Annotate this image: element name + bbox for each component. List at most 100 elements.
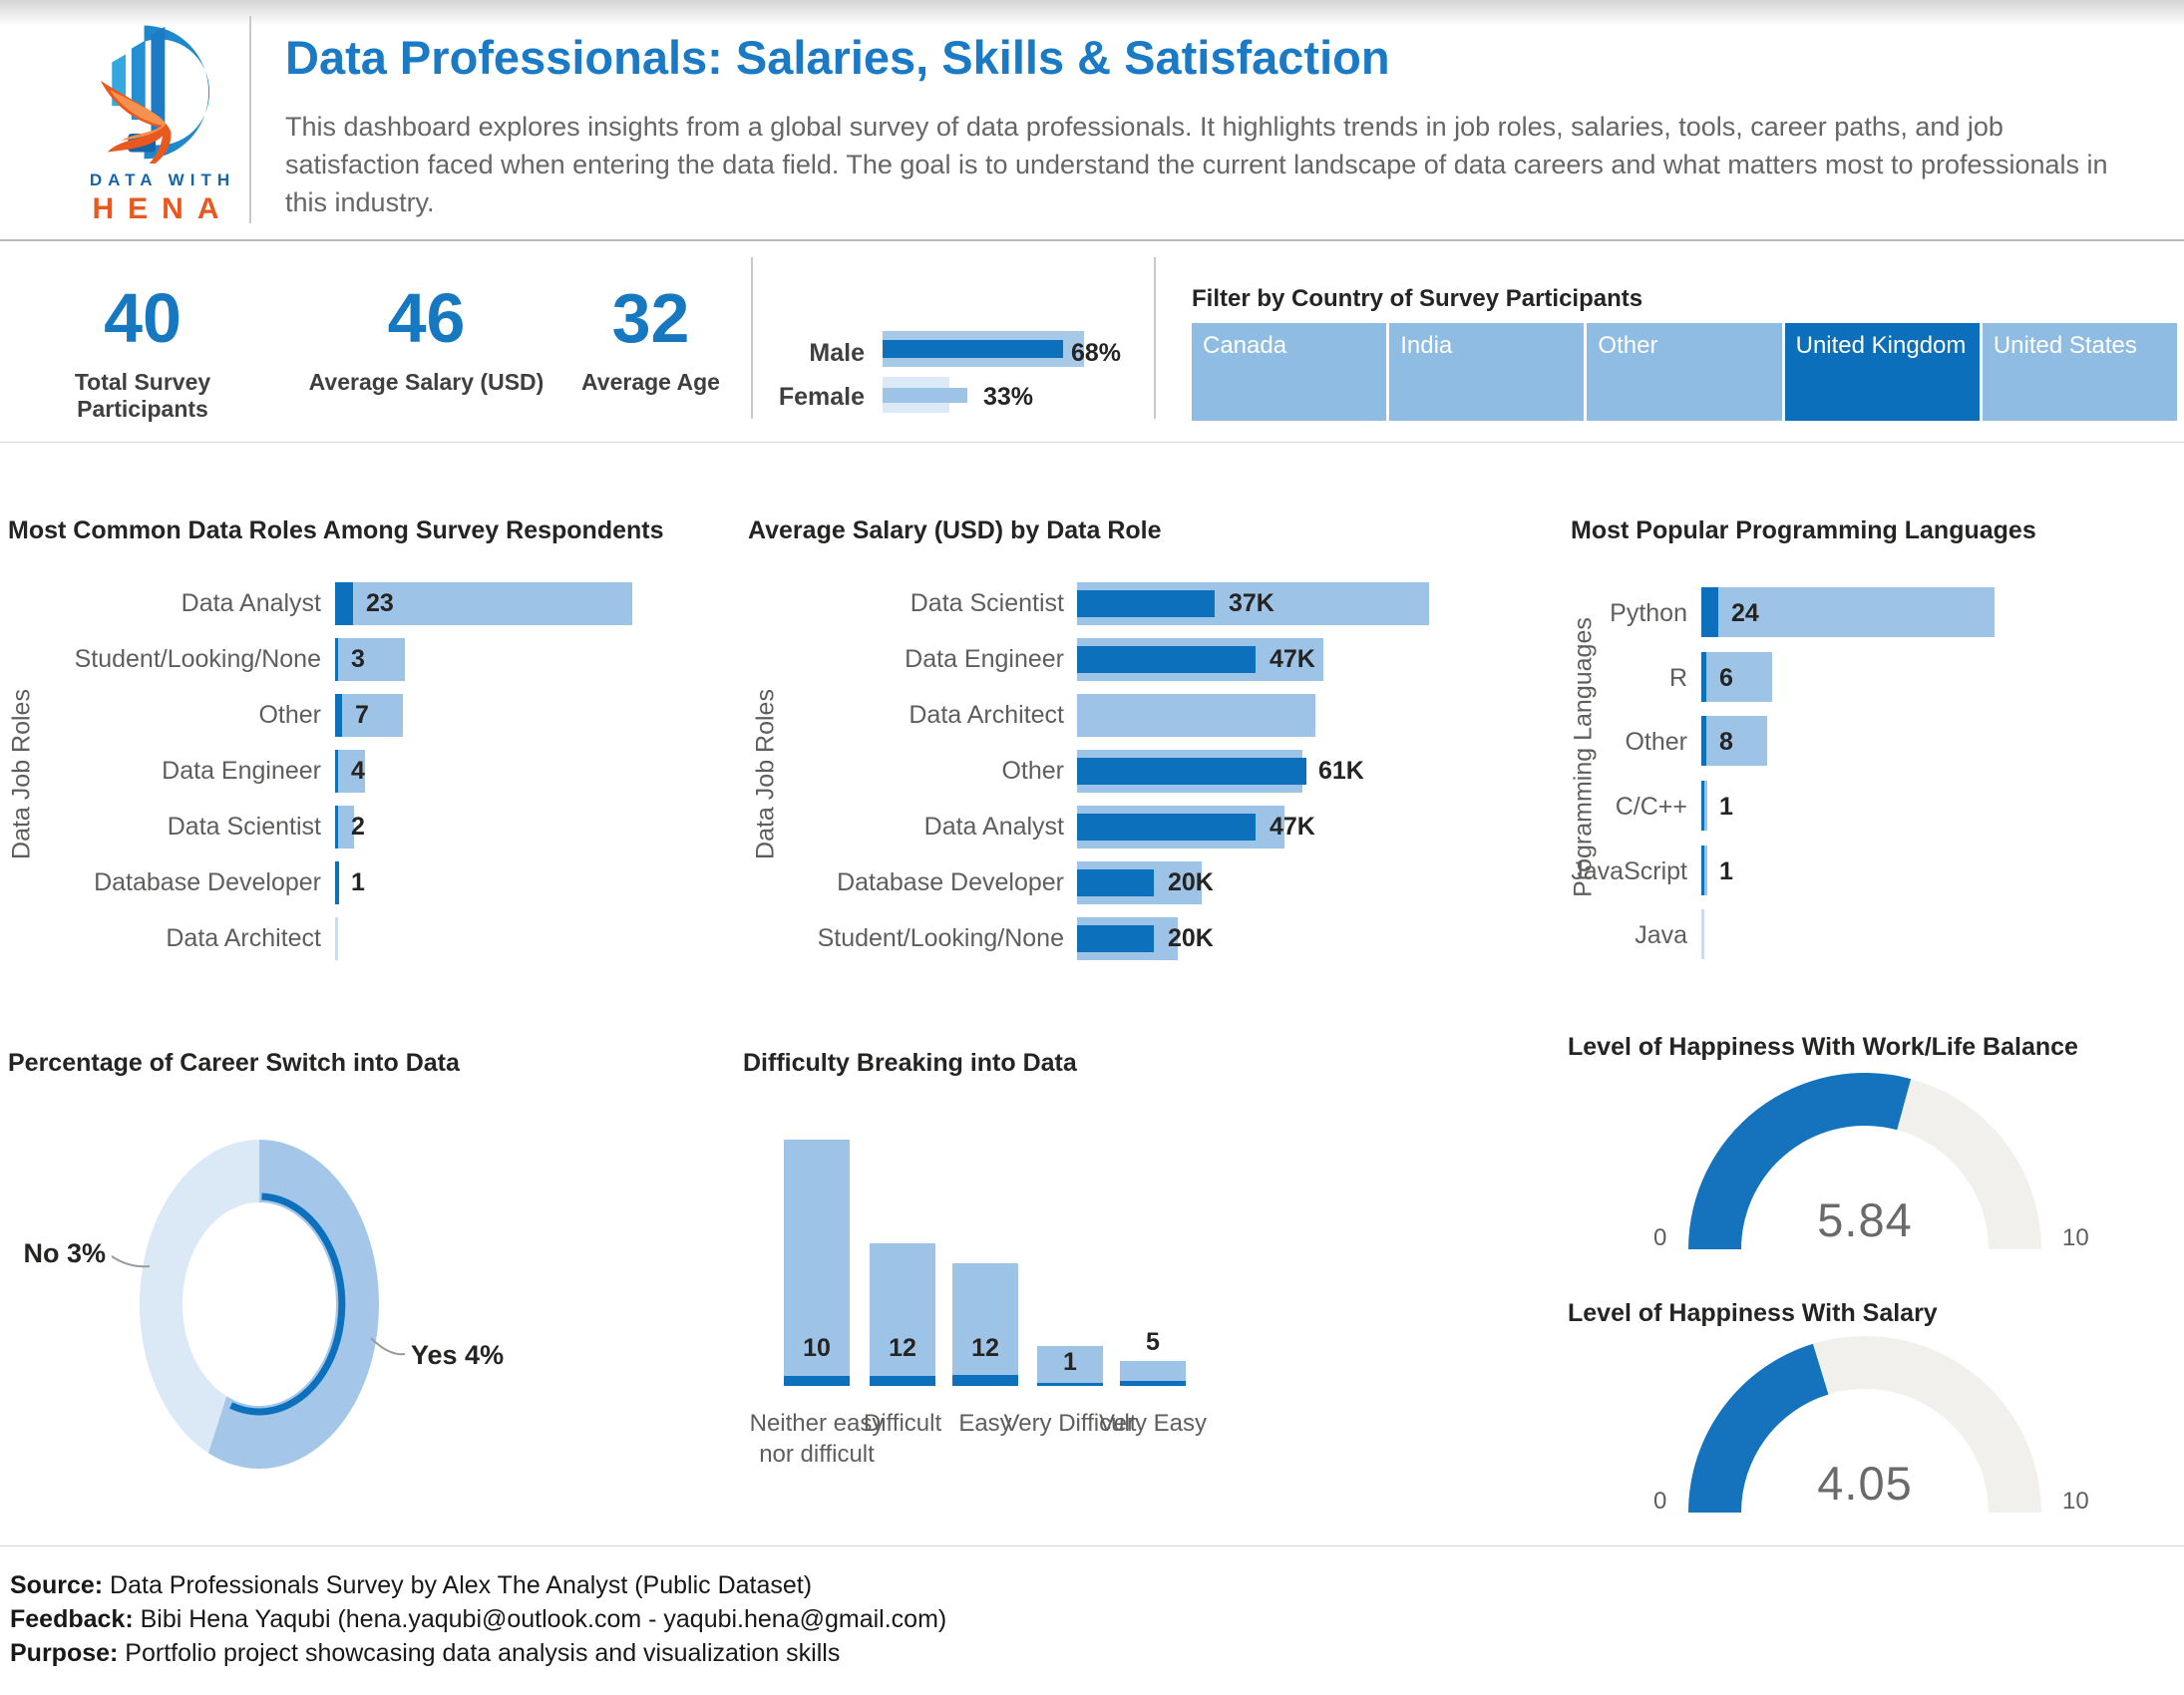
kpi-total-participants-label: Total Survey Participants xyxy=(74,369,211,422)
roles-bar-data-scientist[interactable] xyxy=(335,806,354,848)
page-title: Data Professionals: Salaries, Skills & S… xyxy=(285,31,1390,84)
language-cat-label: Python xyxy=(1610,599,1687,627)
salary-bar-database-developer[interactable] xyxy=(1077,861,1202,904)
salary-bar-student[interactable] xyxy=(1077,917,1178,960)
salary-bar-value: 37K xyxy=(1229,589,1274,617)
salary-bar-data-analyst[interactable] xyxy=(1077,806,1284,848)
roles-bar-value: 2 xyxy=(351,813,365,841)
language-bar-python[interactable] xyxy=(1701,587,1995,637)
language-bar-c-cpp[interactable] xyxy=(1701,781,1707,831)
salary-bar-value: 47K xyxy=(1270,645,1315,673)
gender-female-highlight-bar xyxy=(883,388,967,403)
difficulty-col-value: 1 xyxy=(1063,1348,1077,1376)
filter-button-united-states[interactable]: United States xyxy=(1982,323,2178,421)
data-with-hena-logo-icon xyxy=(100,25,210,170)
difficulty-col-difficult[interactable] xyxy=(870,1243,935,1386)
salary-bar-data-engineer[interactable] xyxy=(1077,638,1323,681)
roles-bar-data-engineer[interactable] xyxy=(335,750,365,793)
footer-source-prefix: Source: xyxy=(10,1571,104,1599)
difficulty-col-very-easy[interactable] xyxy=(1120,1361,1186,1386)
difficulty-col-label: Very Easy xyxy=(1098,1410,1208,1437)
salary-cat-label: Other xyxy=(1001,757,1064,785)
roles-bar-value: 4 xyxy=(351,757,365,785)
kpi-average-age-value: 32 xyxy=(611,279,690,357)
footer-purpose: Purpose: Portfolio project showcasing da… xyxy=(10,1639,840,1668)
roles-bar-value: 23 xyxy=(366,589,394,617)
salary-bar-data-scientist[interactable] xyxy=(1077,582,1429,625)
difficulty-col-easy[interactable] xyxy=(952,1263,1018,1386)
language-bar-r[interactable] xyxy=(1701,652,1772,702)
donut-leader-lines xyxy=(111,1255,406,1356)
kpi-average-salary-value: 46 xyxy=(387,279,466,357)
roles-cat-label: Database Developer xyxy=(94,868,321,896)
roles-cat-label: Student/Looking/None xyxy=(74,645,321,673)
footer-separator xyxy=(0,1545,2184,1546)
kpi-separator xyxy=(0,442,2184,443)
language-bar-value: 24 xyxy=(1731,599,1759,627)
difficulty-col-value: 12 xyxy=(971,1334,999,1362)
roles-cat-label: Data Scientist xyxy=(167,813,321,841)
page-description: This dashboard explores insights from a … xyxy=(285,112,2108,217)
footer-feedback: Feedback: Bibi Hena Yaqubi (hena.yaqubi@… xyxy=(10,1605,946,1634)
filter-button-united-kingdom[interactable]: United Kingdom xyxy=(1784,323,1980,421)
language-bar-value: 8 xyxy=(1719,728,1733,756)
filter-button-other[interactable]: Other xyxy=(1587,323,1782,421)
donut-slice-yes[interactable] xyxy=(207,1140,379,1469)
roles-cat-label: Data Engineer xyxy=(162,757,321,785)
logo: DATA WITH HENA xyxy=(72,14,253,226)
donut-label-no: No 3% xyxy=(23,1238,106,1268)
salary-cat-label: Database Developer xyxy=(837,868,1064,896)
difficulty-chart-title: Difficulty Breaking into Data xyxy=(743,1049,1077,1077)
difficulty-col-value: 12 xyxy=(889,1334,916,1362)
top-shadow xyxy=(0,0,2184,26)
salary-cat-label: Student/Looking/None xyxy=(817,924,1064,952)
gauge-worklife-value: 5.84 xyxy=(1817,1193,1913,1246)
language-bar-javascript[interactable] xyxy=(1701,846,1707,895)
salary-cat-label: Data Analyst xyxy=(923,813,1064,841)
gender-male-highlight-bar xyxy=(883,340,1063,358)
footer-source: Source: Data Professionals Survey by Ale… xyxy=(10,1571,812,1600)
salary-bar-data-architect[interactable] xyxy=(1077,694,1315,737)
roles-cat-label: Data Analyst xyxy=(181,589,321,617)
roles-bar-data-architect[interactable] xyxy=(335,917,338,960)
filter-button-india[interactable]: India xyxy=(1389,323,1585,421)
donut-slice-no[interactable] xyxy=(140,1140,259,1454)
languages-chart-title: Most Popular Programming Languages xyxy=(1571,516,2036,544)
header-separator xyxy=(0,239,2184,241)
language-cat-label: C/C++ xyxy=(1615,793,1687,821)
roles-bar-student[interactable] xyxy=(335,638,405,681)
gender-male-value: 68% xyxy=(1071,339,1122,367)
country-filter-title: Filter by Country of Survey Participants xyxy=(1192,285,1643,312)
roles-bar-database-developer[interactable] xyxy=(335,861,339,904)
salary-chart-title: Average Salary (USD) by Data Role xyxy=(748,516,1162,544)
logo-text-line1: DATA WITH xyxy=(89,170,236,189)
salary-bar-other[interactable] xyxy=(1077,750,1306,793)
gender-male-bar[interactable] xyxy=(883,331,1084,367)
language-cat-label: R xyxy=(1668,664,1687,692)
difficulty-col-neither[interactable] xyxy=(784,1140,850,1386)
kpi-average-age: 32 Average Age xyxy=(573,281,728,396)
gender-male-label: Male xyxy=(809,339,865,367)
roles-cat-label: Other xyxy=(258,701,321,729)
language-bar-value: 6 xyxy=(1719,664,1733,692)
roles-bar-other[interactable] xyxy=(335,694,403,737)
roles-bar-data-analyst[interactable] xyxy=(335,582,632,625)
career-switch-donut xyxy=(140,1140,379,1469)
salary-cat-label: Data Engineer xyxy=(905,645,1064,673)
salary-bar-value: 47K xyxy=(1270,813,1315,841)
gauge-worklife-title: Level of Happiness With Work/Life Balanc… xyxy=(1568,1033,2078,1061)
salary-bar-value: 20K xyxy=(1168,924,1214,952)
kpi-total-participants-value: 40 xyxy=(104,279,182,357)
difficulty-col-label: Easy xyxy=(958,1410,1012,1437)
language-bar-java[interactable] xyxy=(1701,909,1704,959)
difficulty-col-very-difficult[interactable] xyxy=(1037,1346,1103,1386)
filter-button-canada[interactable]: Canada xyxy=(1192,323,1387,421)
roles-bar-value: 3 xyxy=(351,645,365,673)
roles-bar-value: 1 xyxy=(351,868,365,896)
language-bar-other[interactable] xyxy=(1701,716,1767,766)
footer-purpose-prefix: Purpose: xyxy=(10,1639,119,1667)
donut-highlight-arc xyxy=(229,1192,346,1416)
roles-chart-title: Most Common Data Roles Among Survey Resp… xyxy=(8,516,664,544)
header-divider xyxy=(249,16,251,223)
